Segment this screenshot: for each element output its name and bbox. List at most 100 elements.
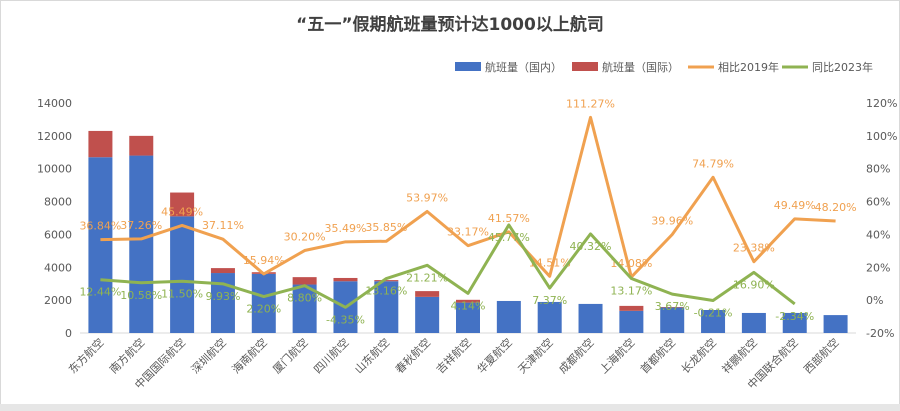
bar-domestic xyxy=(292,284,317,333)
left-axis-tick: 4000 xyxy=(44,261,72,274)
left-axis-tick: 6000 xyxy=(44,228,72,241)
data-label-vs-2023: 2.20% xyxy=(246,303,281,316)
data-label-vs-2023: 16.90% xyxy=(733,278,775,291)
bar-domestic xyxy=(537,301,562,333)
category-label: 首都航空 xyxy=(637,335,678,376)
category-label: 春秋航空 xyxy=(392,335,433,376)
bar-domestic xyxy=(374,281,399,333)
category-label: 西部航空 xyxy=(801,335,842,376)
left-axis-tick: 12000 xyxy=(37,130,72,143)
legend-label: 航班量（国际） xyxy=(602,60,679,74)
data-label-vs-2019: 30.20% xyxy=(284,231,326,244)
bar-domestic xyxy=(88,157,113,333)
left-axis-tick: 8000 xyxy=(44,196,72,209)
bar-international xyxy=(374,280,399,282)
line-vs-2019 xyxy=(100,115,836,279)
category-label: 东方航空 xyxy=(66,335,107,376)
data-label-vs-2019: 45.49% xyxy=(161,205,203,218)
left-axis-tick: 14000 xyxy=(37,97,72,110)
right-axis-tick: 0% xyxy=(866,294,883,307)
category-label: 厦门航空 xyxy=(270,335,311,376)
right-axis-tick: 60% xyxy=(866,196,890,209)
category-label: 吉祥航空 xyxy=(433,335,474,376)
bar-international xyxy=(456,299,480,303)
right-axis-tick: 40% xyxy=(866,228,890,241)
data-label-vs-2023: 4.14% xyxy=(451,299,486,312)
left-axis-tick: 0 xyxy=(65,327,72,340)
bar-domestic xyxy=(456,302,480,333)
category-label: 上海航空 xyxy=(596,335,637,376)
category-label: 祥鹏航空 xyxy=(719,335,760,376)
left-axis-tick: 2000 xyxy=(44,294,72,307)
category-label: 华夏航空 xyxy=(474,335,515,376)
bottom-band xyxy=(0,404,900,411)
bar-domestic xyxy=(660,307,685,333)
data-label-vs-2023: 13.16% xyxy=(365,285,407,298)
data-label-vs-2019: 35.85% xyxy=(365,221,407,234)
right-axis-tick: 120% xyxy=(866,97,897,110)
data-label-vs-2019: 23.38% xyxy=(733,242,775,255)
category-label: 四川航空 xyxy=(311,335,352,376)
bar-domestic xyxy=(619,310,644,333)
data-label-vs-2023: 3.67% xyxy=(655,300,690,313)
data-label-vs-2019: 48.20% xyxy=(815,201,857,214)
category-label: 海南航空 xyxy=(229,335,270,376)
legend-label: 同比2023年 xyxy=(812,60,873,74)
bar-domestic xyxy=(578,303,603,333)
category-label: 南方航空 xyxy=(106,335,147,376)
data-label-vs-2019: 33.17% xyxy=(447,226,489,239)
bar-domestic xyxy=(782,312,807,333)
bar-international xyxy=(333,277,358,282)
legend-label: 相比2019年 xyxy=(718,60,779,74)
bar-domestic xyxy=(251,273,276,333)
left-axis-tick: 10000 xyxy=(37,163,72,176)
bar-international xyxy=(88,130,113,158)
category-label: 长龙航空 xyxy=(678,335,719,376)
data-label-vs-2019: 111.27% xyxy=(566,97,615,110)
data-label-vs-2023: 40.32% xyxy=(570,240,612,253)
data-label-vs-2019: 74.79% xyxy=(692,157,734,170)
data-label-vs-2019: 15.94% xyxy=(243,254,285,267)
bar-international xyxy=(170,192,195,217)
data-label-vs-2023: -4.35% xyxy=(326,313,365,326)
data-label-vs-2023: 13.17% xyxy=(610,285,652,298)
bar-domestic xyxy=(823,315,848,333)
category-label: 天津航空 xyxy=(515,335,556,376)
bar-international xyxy=(292,277,317,285)
right-axis-tick: 100% xyxy=(866,130,897,143)
bar-domestic xyxy=(496,300,521,333)
legend-swatch xyxy=(572,62,598,71)
data-label-vs-2019: 41.57% xyxy=(488,212,530,225)
right-axis-tick: -20% xyxy=(866,327,894,340)
data-label-vs-2023: 11.50% xyxy=(161,287,203,300)
data-label-vs-2023: 21.21% xyxy=(406,271,448,284)
category-label: 山东航空 xyxy=(351,335,392,376)
bar-domestic xyxy=(701,310,726,333)
data-label-vs-2023: 7.37% xyxy=(532,294,567,307)
data-label-vs-2023: 8.80% xyxy=(287,292,322,305)
data-label-vs-2019: 53.97% xyxy=(406,191,448,204)
data-label-vs-2019: 37.11% xyxy=(202,219,244,232)
data-label-vs-2023: 10.58% xyxy=(120,289,162,302)
line-vs-2023 xyxy=(100,223,796,309)
bar-international xyxy=(415,291,440,297)
bar-domestic xyxy=(170,216,195,333)
data-label-vs-2023: 9.93% xyxy=(205,290,240,303)
right-axis-tick: 20% xyxy=(866,261,890,274)
category-label: 深圳航空 xyxy=(188,335,229,376)
bar-international xyxy=(129,135,154,156)
data-label-vs-2019: 49.49% xyxy=(774,199,816,212)
legend-label: 航班量（国内） xyxy=(485,60,562,74)
bar-international xyxy=(210,268,235,274)
data-label-vs-2023: -2.34% xyxy=(775,310,814,323)
right-axis-tick: 80% xyxy=(866,163,890,176)
bar-international xyxy=(619,305,644,311)
bar-domestic xyxy=(129,155,154,333)
bar-domestic xyxy=(415,296,440,333)
data-label-vs-2019: 14.51% xyxy=(529,256,571,269)
data-label-vs-2023: -0.21% xyxy=(694,306,733,319)
data-label-vs-2019: 39.96% xyxy=(651,214,693,227)
data-label-vs-2019: 36.84% xyxy=(79,220,121,233)
data-label-vs-2019: 37.26% xyxy=(120,219,162,232)
